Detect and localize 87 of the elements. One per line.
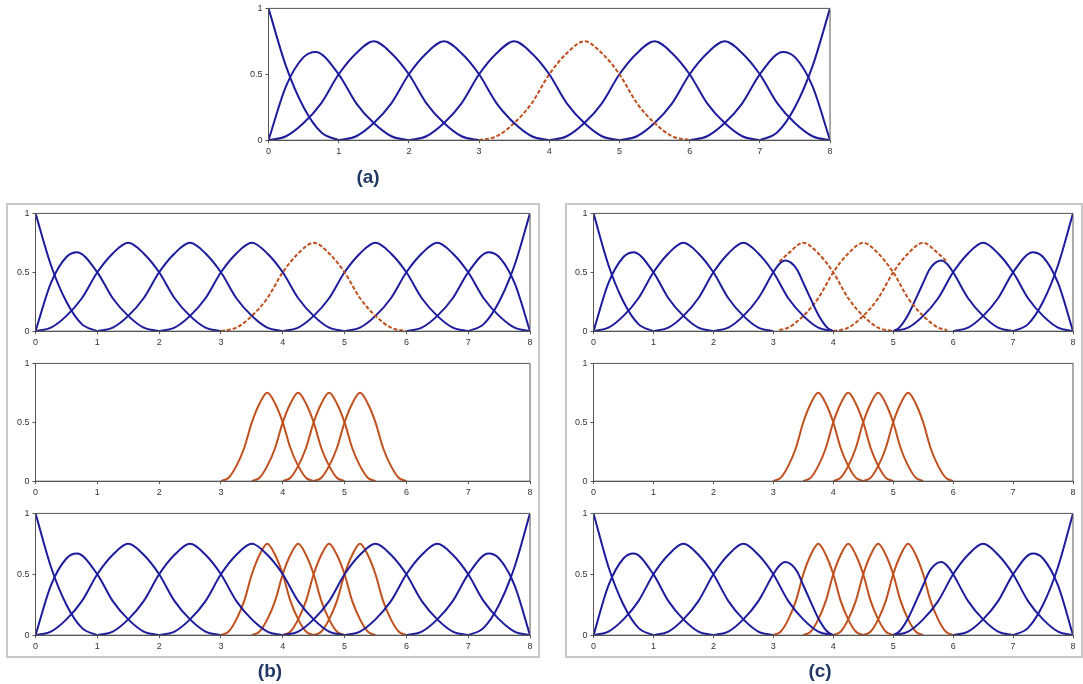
x-tick-label: 3 [218, 337, 224, 348]
x-tick-label: 8 [1070, 337, 1076, 348]
text: (b) [256, 660, 284, 682]
x-tick-label: 1 [650, 641, 656, 652]
y-tick-label: 0.5 [575, 416, 588, 427]
x-tick-label: 8 [527, 487, 533, 498]
x-tick-label: 2 [710, 641, 716, 652]
x-tick-label: 2 [156, 337, 162, 348]
y-tick-label: 1 [24, 207, 30, 218]
x-tick-label: 3 [218, 487, 224, 498]
x-tick-label: 8 [1070, 641, 1076, 652]
x-tick-label: 5 [890, 487, 896, 498]
y-tick-label: 0.5 [17, 416, 30, 427]
x-tick-label: 3 [770, 641, 776, 652]
x-tick-label: 7 [465, 487, 471, 498]
y-tick-label: 0 [24, 475, 30, 486]
x-tick-label: 2 [406, 146, 412, 157]
x-tick-label: 0 [266, 146, 272, 157]
x-tick-label: 4 [830, 641, 836, 652]
x-tick-label: 3 [770, 337, 776, 348]
y-tick-label: 1 [24, 357, 30, 368]
text: (a) [355, 166, 381, 188]
x-tick-label: 0 [33, 337, 39, 348]
x-tick-label: 4 [280, 487, 286, 498]
x-tick-label: 1 [94, 641, 100, 652]
x-tick-label: 1 [650, 337, 656, 348]
y-tick-label: 1 [257, 2, 263, 13]
x-tick-label: 8 [527, 337, 533, 348]
x-tick-label: 5 [342, 641, 348, 652]
y-tick-label: 0.5 [575, 568, 588, 579]
y-tick-label: 0 [582, 629, 588, 640]
x-tick-label: 7 [1010, 641, 1016, 652]
y-tick-label: 0.5 [17, 266, 30, 277]
y-tick-label: 0 [582, 475, 588, 486]
x-tick-label: 1 [94, 337, 100, 348]
x-tick-label: 2 [156, 641, 162, 652]
x-tick-label: 5 [342, 487, 348, 498]
x-tick-label: 2 [710, 337, 716, 348]
x-tick-label: 6 [403, 487, 409, 498]
y-tick-label: 1 [24, 507, 30, 518]
x-tick-label: 5 [616, 146, 622, 157]
y-tick-label: 0 [257, 134, 263, 145]
x-tick-label: 8 [527, 641, 533, 652]
y-tick-label: 0 [24, 629, 30, 640]
x-tick-label: 5 [890, 337, 896, 348]
x-tick-label: 6 [403, 337, 409, 348]
x-tick-label: 6 [950, 641, 956, 652]
x-tick-label: 1 [94, 487, 100, 498]
x-tick-label: 0 [591, 487, 597, 498]
text: (c) [807, 660, 833, 682]
x-tick-label: 7 [757, 146, 763, 157]
x-tick-label: 5 [342, 337, 348, 348]
x-tick-label: 0 [591, 641, 597, 652]
x-tick-label: 0 [591, 337, 597, 348]
x-tick-label: 8 [827, 146, 833, 157]
y-tick-label: 0.5 [250, 68, 263, 79]
x-tick-label: 4 [280, 641, 286, 652]
x-tick-label: 4 [830, 487, 836, 498]
x-tick-label: 3 [476, 146, 482, 157]
x-tick-label: 4 [830, 337, 836, 348]
x-tick-label: 7 [1010, 487, 1016, 498]
x-tick-label: 6 [950, 487, 956, 498]
x-tick-label: 1 [336, 146, 342, 157]
x-tick-label: 7 [465, 641, 471, 652]
y-tick-label: 1 [582, 357, 588, 368]
y-tick-label: 0.5 [575, 266, 588, 277]
x-tick-label: 6 [950, 337, 956, 348]
x-tick-label: 3 [218, 641, 224, 652]
x-tick-label: 0 [33, 641, 39, 652]
x-tick-label: 2 [156, 487, 162, 498]
x-tick-label: 3 [770, 487, 776, 498]
y-tick-label: 1 [582, 207, 588, 218]
y-tick-label: 1 [582, 507, 588, 518]
x-tick-label: 2 [710, 487, 716, 498]
x-tick-label: 7 [465, 337, 471, 348]
x-tick-label: 7 [1010, 337, 1016, 348]
x-tick-label: 4 [546, 146, 552, 157]
x-tick-label: 1 [650, 487, 656, 498]
y-tick-label: 0 [24, 325, 30, 336]
x-tick-label: 0 [33, 487, 39, 498]
x-tick-label: 4 [280, 337, 286, 348]
x-tick-label: 6 [403, 641, 409, 652]
x-tick-label: 6 [687, 146, 693, 157]
x-tick-label: 8 [1070, 487, 1076, 498]
x-tick-label: 5 [890, 641, 896, 652]
y-tick-label: 0.5 [17, 568, 30, 579]
y-tick-label: 0 [582, 325, 588, 336]
